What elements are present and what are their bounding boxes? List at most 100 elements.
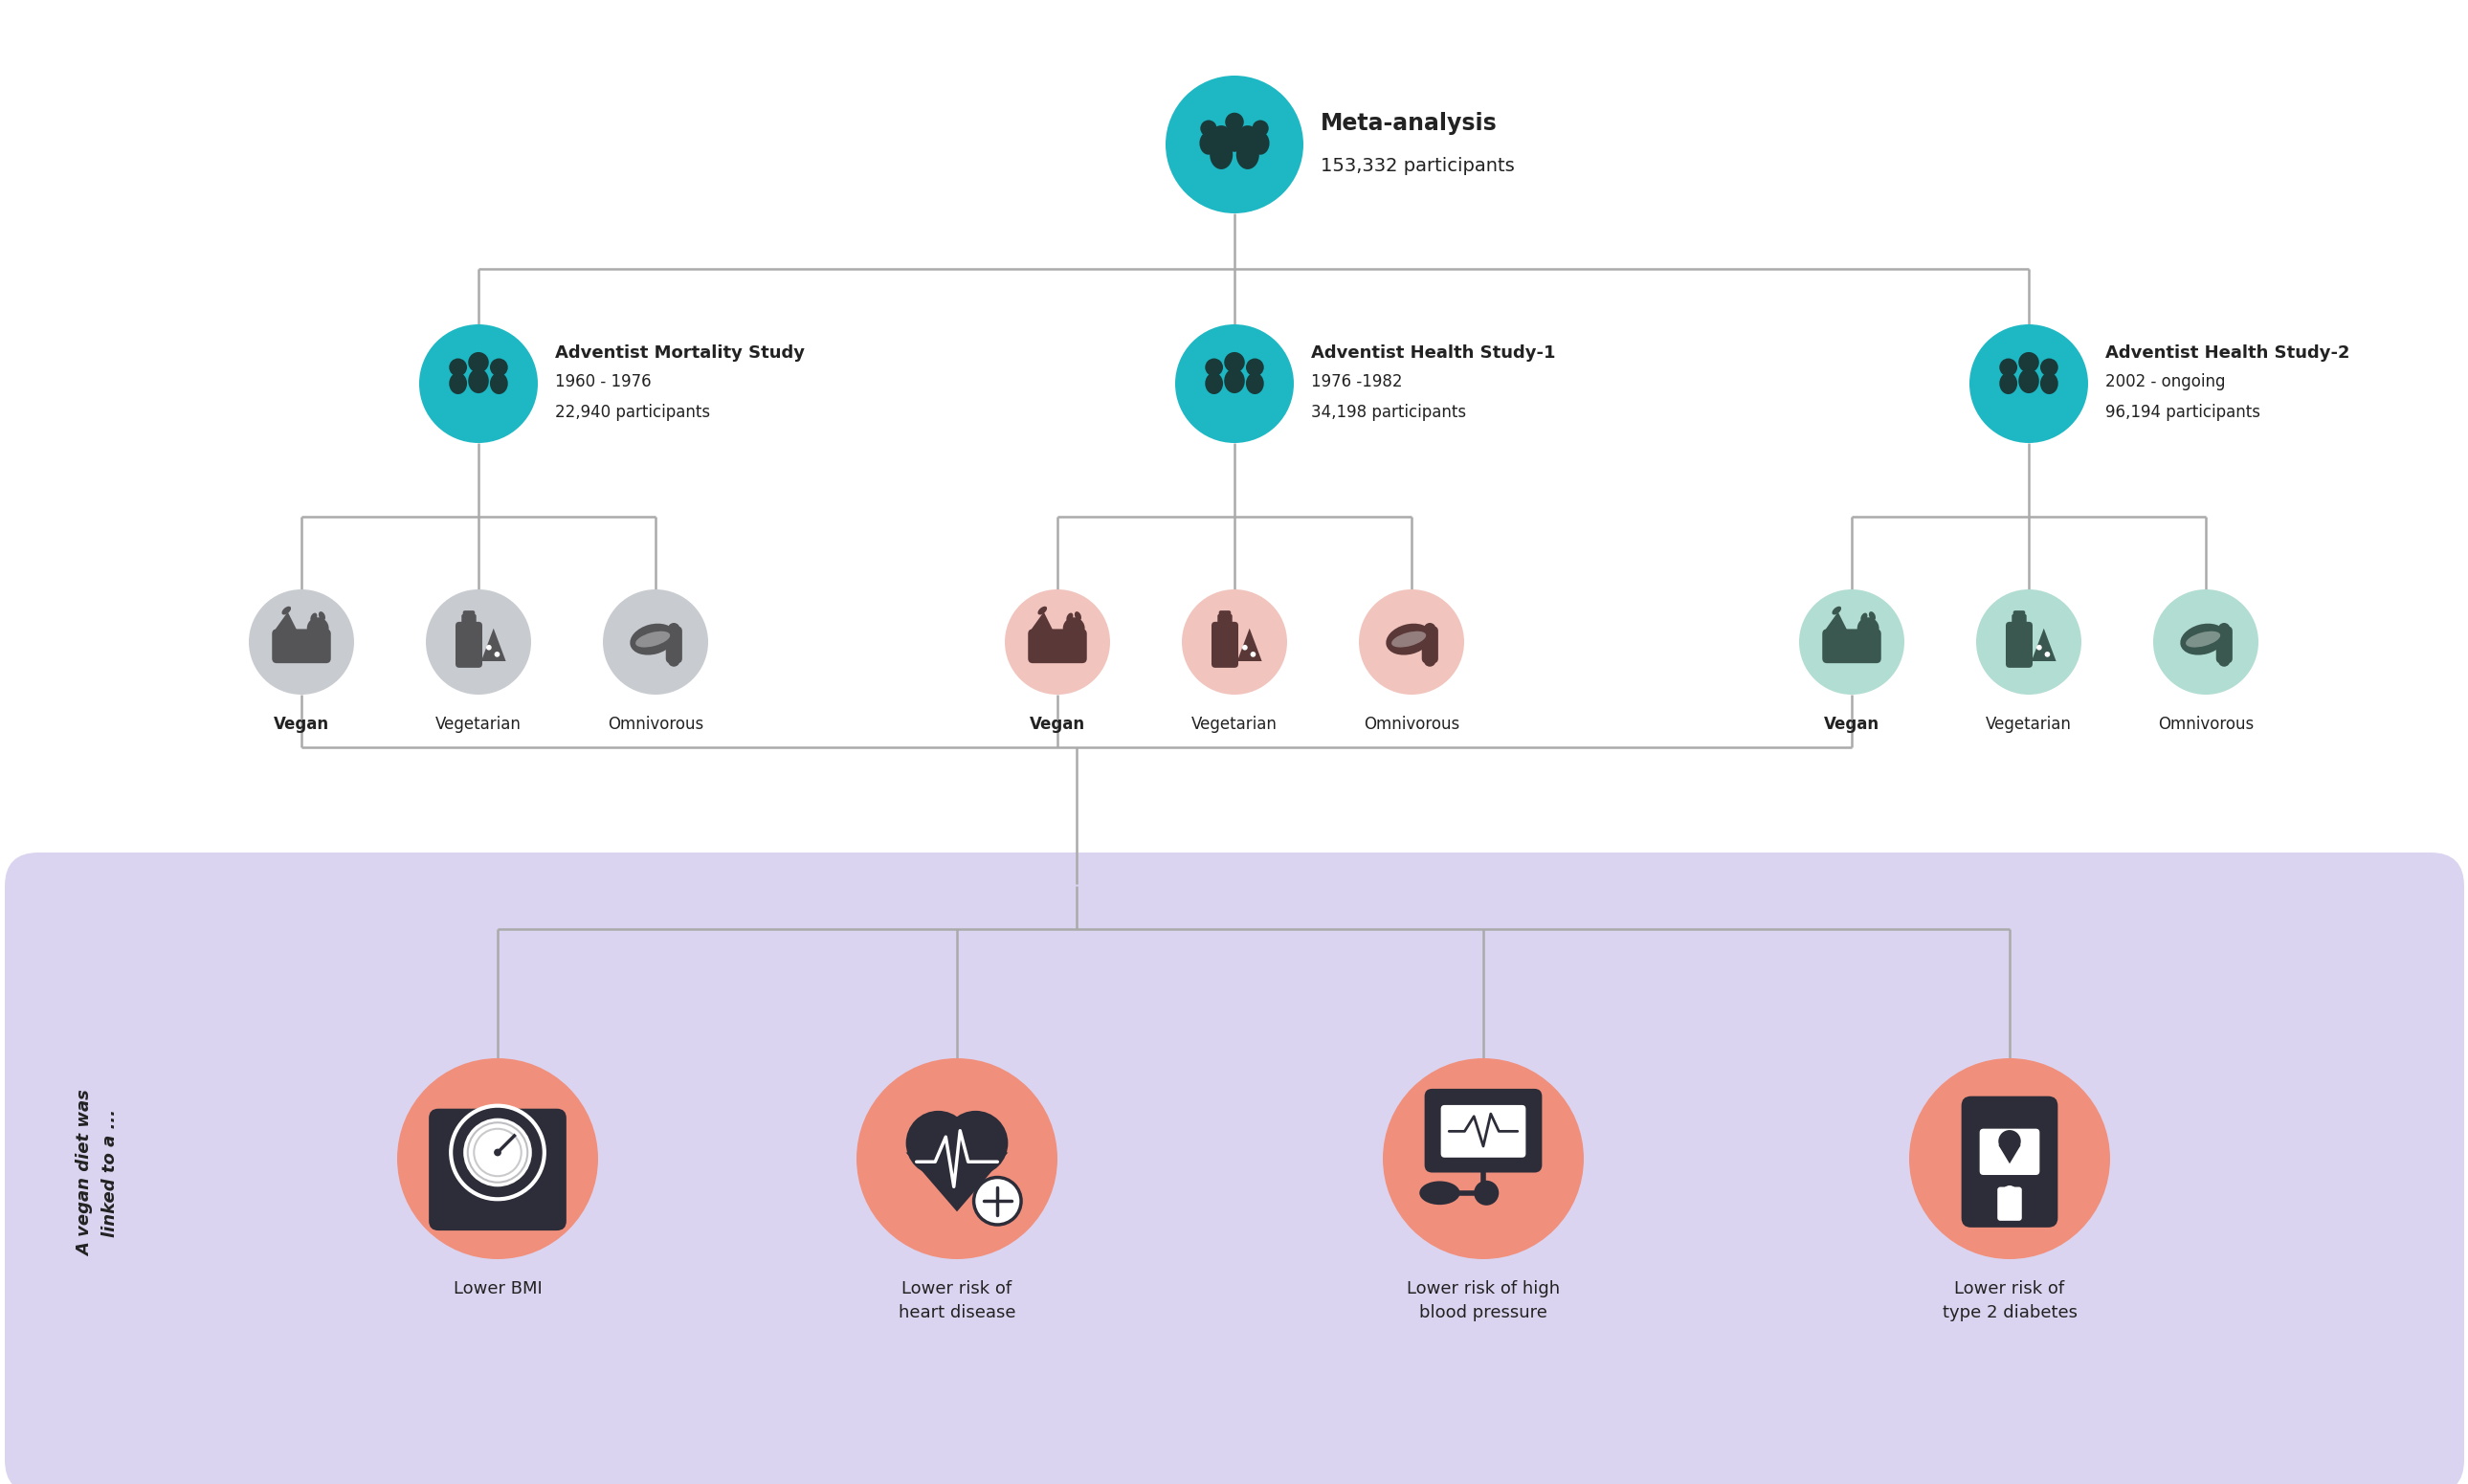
Circle shape xyxy=(669,623,679,635)
Circle shape xyxy=(943,1110,1007,1175)
Ellipse shape xyxy=(1204,372,1224,395)
FancyBboxPatch shape xyxy=(666,626,681,663)
Text: Meta-analysis: Meta-analysis xyxy=(1320,111,1498,135)
Circle shape xyxy=(397,1058,597,1258)
FancyBboxPatch shape xyxy=(1441,1106,1525,1158)
Polygon shape xyxy=(1236,628,1261,662)
FancyBboxPatch shape xyxy=(1422,626,1439,663)
Polygon shape xyxy=(906,1153,1007,1211)
Circle shape xyxy=(469,352,489,372)
Circle shape xyxy=(2219,623,2231,635)
Ellipse shape xyxy=(1387,623,1431,654)
Circle shape xyxy=(1977,589,2081,695)
Circle shape xyxy=(464,1119,533,1187)
Circle shape xyxy=(1212,126,1232,147)
Circle shape xyxy=(2041,358,2058,377)
Ellipse shape xyxy=(1419,1181,1461,1205)
Ellipse shape xyxy=(1199,132,1217,154)
Ellipse shape xyxy=(2179,623,2226,654)
Circle shape xyxy=(420,325,538,444)
FancyBboxPatch shape xyxy=(1962,1097,2058,1227)
FancyBboxPatch shape xyxy=(464,610,474,619)
Circle shape xyxy=(2019,352,2039,372)
Circle shape xyxy=(1236,126,1259,147)
FancyBboxPatch shape xyxy=(462,614,476,628)
Text: Vegetarian: Vegetarian xyxy=(1192,715,1278,733)
Circle shape xyxy=(669,654,679,666)
Text: A vegan diet was
linked to a ...: A vegan diet was linked to a ... xyxy=(77,1089,118,1257)
FancyBboxPatch shape xyxy=(2006,622,2034,668)
Circle shape xyxy=(1064,617,1086,640)
FancyBboxPatch shape xyxy=(1997,1187,2021,1221)
Circle shape xyxy=(856,1058,1056,1258)
Circle shape xyxy=(1424,654,1436,666)
Ellipse shape xyxy=(1224,368,1244,393)
Ellipse shape xyxy=(1066,613,1074,622)
Ellipse shape xyxy=(281,607,291,614)
Circle shape xyxy=(427,589,531,695)
Ellipse shape xyxy=(449,372,466,395)
Text: 1976 -1982: 1976 -1982 xyxy=(1311,372,1402,390)
Circle shape xyxy=(1251,120,1269,137)
Polygon shape xyxy=(1999,1146,2021,1163)
Circle shape xyxy=(2036,644,2041,650)
Text: Lower risk of
heart disease: Lower risk of heart disease xyxy=(898,1281,1014,1321)
Circle shape xyxy=(1969,325,2088,444)
Ellipse shape xyxy=(2041,372,2058,395)
Ellipse shape xyxy=(1037,607,1046,614)
Circle shape xyxy=(1165,76,1303,214)
FancyBboxPatch shape xyxy=(457,622,481,668)
Circle shape xyxy=(1204,358,1224,377)
Circle shape xyxy=(1799,589,1905,695)
FancyBboxPatch shape xyxy=(5,852,2463,1484)
Ellipse shape xyxy=(311,613,318,622)
Ellipse shape xyxy=(634,631,669,647)
Circle shape xyxy=(1360,589,1464,695)
Circle shape xyxy=(1199,120,1217,137)
Circle shape xyxy=(1251,651,1256,657)
Circle shape xyxy=(2044,651,2051,657)
Ellipse shape xyxy=(1868,611,1876,620)
FancyBboxPatch shape xyxy=(1979,1129,2039,1175)
Circle shape xyxy=(2152,589,2258,695)
Circle shape xyxy=(975,1177,1022,1224)
Text: 1960 - 1976: 1960 - 1976 xyxy=(555,372,652,390)
Polygon shape xyxy=(1029,611,1054,634)
Ellipse shape xyxy=(1999,372,2016,395)
Ellipse shape xyxy=(2019,368,2039,393)
Circle shape xyxy=(1473,1180,1498,1205)
Text: Lower BMI: Lower BMI xyxy=(454,1281,543,1297)
Ellipse shape xyxy=(1209,139,1234,169)
Text: Vegetarian: Vegetarian xyxy=(1987,715,2071,733)
Circle shape xyxy=(1246,358,1264,377)
Ellipse shape xyxy=(629,623,676,654)
Circle shape xyxy=(1182,589,1288,695)
Circle shape xyxy=(306,617,328,640)
Circle shape xyxy=(486,644,491,650)
Ellipse shape xyxy=(1392,631,1427,647)
FancyBboxPatch shape xyxy=(2216,626,2234,663)
Text: 2002 - ongoing: 2002 - ongoing xyxy=(2105,372,2226,390)
Ellipse shape xyxy=(491,372,508,395)
Circle shape xyxy=(2219,654,2231,666)
Circle shape xyxy=(1224,352,1244,372)
Ellipse shape xyxy=(318,611,326,620)
Circle shape xyxy=(1910,1058,2110,1258)
Ellipse shape xyxy=(1246,372,1264,395)
Text: 96,194 participants: 96,194 participants xyxy=(2105,404,2261,421)
Circle shape xyxy=(1004,589,1111,695)
FancyBboxPatch shape xyxy=(1821,629,1881,663)
Ellipse shape xyxy=(1861,613,1868,622)
Text: Omnivorous: Omnivorous xyxy=(1362,715,1459,733)
Ellipse shape xyxy=(1224,126,1244,151)
Polygon shape xyxy=(274,611,299,634)
FancyBboxPatch shape xyxy=(2014,610,2026,619)
Text: 22,940 participants: 22,940 participants xyxy=(555,404,711,421)
FancyBboxPatch shape xyxy=(1424,1089,1542,1172)
Text: Adventist Health Study-1: Adventist Health Study-1 xyxy=(1311,344,1555,362)
Text: Vegan: Vegan xyxy=(1029,715,1086,733)
FancyBboxPatch shape xyxy=(1212,622,1239,668)
Circle shape xyxy=(1382,1058,1584,1258)
Polygon shape xyxy=(481,628,506,662)
Circle shape xyxy=(906,1110,970,1175)
